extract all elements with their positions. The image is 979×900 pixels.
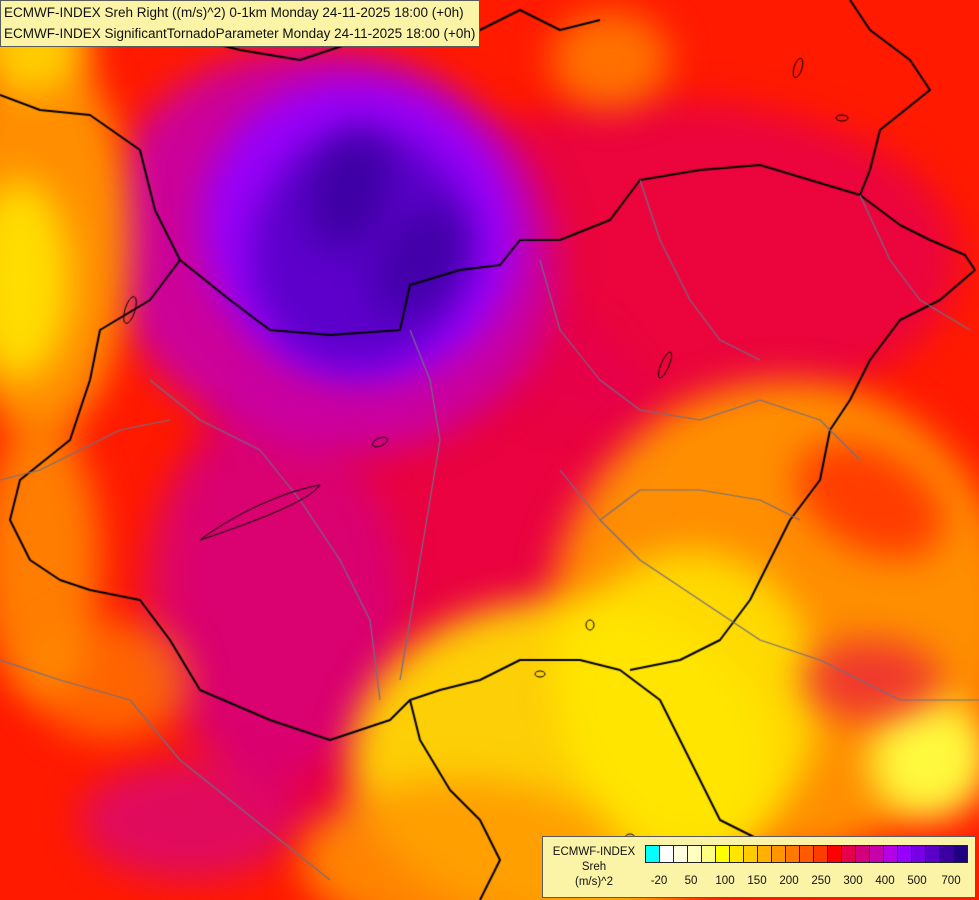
legend-tick-label: -20	[650, 875, 668, 887]
legend-tick-label: 400	[875, 875, 895, 887]
legend-swatch	[743, 845, 758, 863]
legend-swatch	[729, 845, 744, 863]
legend-swatch	[715, 845, 730, 863]
legend-ticks: -20 50 100 150 200 250 300 400 500 700	[645, 875, 975, 891]
map-title-box: ECMWF-INDEX Sreh Right ((m/s)^2) 0-1km M…	[0, 0, 481, 47]
legend-swatch	[953, 845, 968, 863]
legend-swatch	[869, 845, 884, 863]
legend-swatch	[883, 845, 898, 863]
legend-unit: (m/s)^2	[575, 876, 613, 888]
legend-swatch	[939, 845, 954, 863]
title-line-sreh: ECMWF-INDEX Sreh Right ((m/s)^2) 0-1km M…	[4, 5, 464, 20]
color-legend: ECMWF-INDEX Sreh (m/s)^2 -20 50 100 150 200 2…	[542, 836, 976, 898]
legend-swatch	[687, 845, 702, 863]
legend-tick-label: 250	[811, 875, 831, 887]
legend-parameter: Sreh	[581, 861, 607, 873]
legend-swatch	[673, 845, 688, 863]
legend-swatch	[841, 845, 856, 863]
legend-swatch	[659, 845, 674, 863]
legend-swatch	[701, 845, 716, 863]
legend-swatch	[925, 845, 940, 863]
legend-tick-label: 500	[907, 875, 927, 887]
title-line-stp: ECMWF-INDEX SignificantTornadoParameter …	[4, 26, 476, 41]
legend-swatch	[855, 845, 870, 863]
legend-tick-label: 150	[747, 875, 767, 887]
legend-model: ECMWF-INDEX	[552, 846, 636, 858]
legend-tick-label: 200	[779, 875, 799, 887]
legend-swatch	[799, 845, 814, 863]
legend-tick-label: 100	[715, 875, 735, 887]
legend-swatch	[771, 845, 786, 863]
legend-labels: ECMWF-INDEX Sreh (m/s)^2	[547, 845, 641, 890]
legend-tick-label: 700	[941, 875, 961, 887]
legend-swatch	[911, 845, 926, 863]
legend-swatch	[897, 845, 912, 863]
legend-swatches	[645, 845, 968, 863]
legend-swatch	[645, 845, 660, 863]
legend-swatch	[827, 845, 842, 863]
legend-tick-label: 300	[843, 875, 863, 887]
legend-swatch	[785, 845, 800, 863]
legend-swatch	[757, 845, 772, 863]
legend-tick-label: 50	[684, 875, 698, 887]
legend-swatch	[813, 845, 828, 863]
